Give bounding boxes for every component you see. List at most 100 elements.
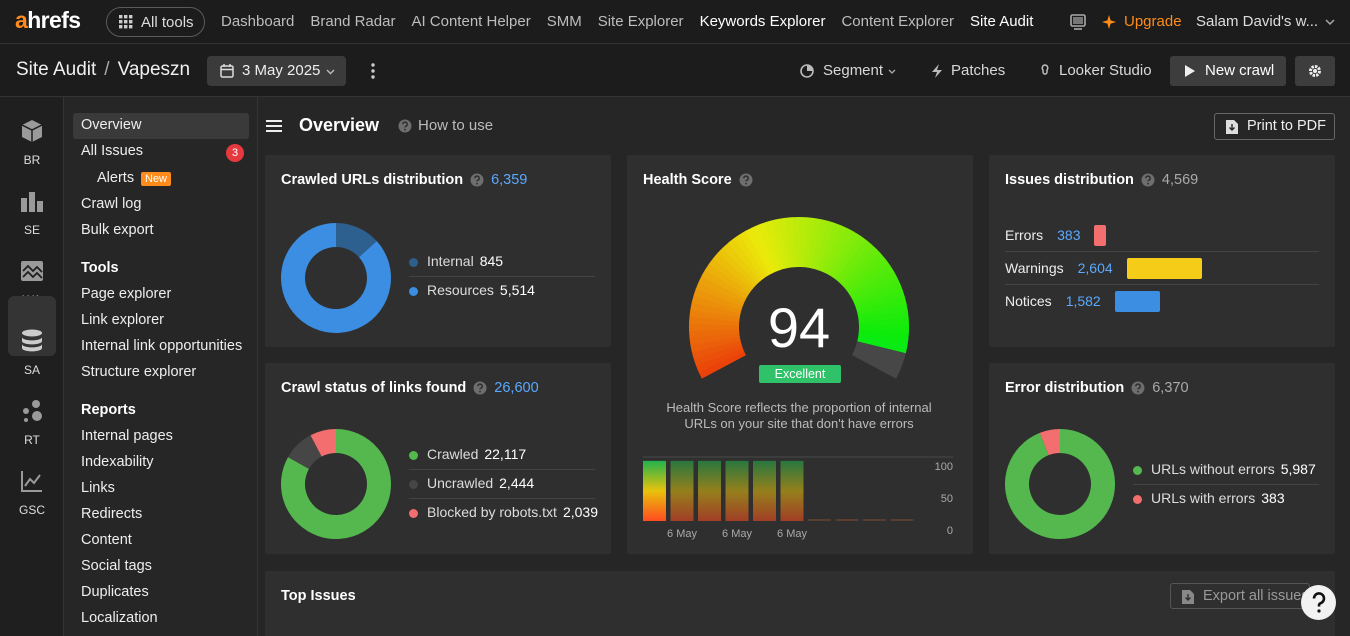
nav-link[interactable]: Site Explorer	[597, 13, 684, 30]
legend-label: Blocked by robots.txt	[427, 504, 557, 520]
legend-label: Uncrawled	[427, 475, 494, 491]
card-total[interactable]: 6,370	[1152, 380, 1189, 396]
nav-link[interactable]: Content Explorer	[841, 13, 955, 30]
gauge-arc-piece	[810, 219, 829, 270]
sidebar-item[interactable]: Internal pages	[81, 428, 173, 444]
sidebar-item[interactable]: Bulk export	[81, 222, 154, 238]
sidebar-item[interactable]: Internal link opportunities	[81, 338, 243, 354]
new-badge: New	[141, 172, 172, 186]
sidebar-item[interactable]: Page explorer	[81, 286, 172, 302]
sidebar-item[interactable]: Links	[81, 480, 115, 496]
donut-segment	[288, 435, 323, 470]
date-picker[interactable]: 3 May 2025	[207, 56, 346, 86]
card-total[interactable]: 4,569	[1161, 172, 1199, 188]
header-action[interactable]: Looker Studio	[1059, 62, 1152, 79]
account-menu[interactable]: Salam David's w...	[1196, 13, 1319, 30]
sidebar-item[interactable]: Content	[81, 532, 132, 548]
sidebar-item[interactable]: Redirects	[81, 506, 143, 522]
nav-link[interactable]: Site Audit	[970, 13, 1034, 30]
gauge	[689, 217, 910, 379]
chevron	[888, 69, 896, 74]
upgrade-link[interactable]: Upgrade	[1124, 13, 1182, 30]
help-icon-part	[402, 121, 408, 128]
issue-bar	[1126, 257, 1202, 279]
legend-value: 2,039	[562, 504, 598, 520]
gauge-arc-piece	[751, 224, 778, 273]
help-icon-part	[744, 182, 747, 185]
legend-separator	[1133, 484, 1319, 485]
issue-value[interactable]: 2,604	[1077, 260, 1113, 276]
export-button[interactable]: Export all issues	[1170, 583, 1310, 609]
gauge-arc-piece	[698, 351, 747, 379]
card-total[interactable]: 6,359	[491, 172, 528, 188]
help-icon	[739, 173, 753, 187]
nav-link[interactable]: Keywords Explorer	[699, 13, 826, 30]
calendar-icon	[220, 64, 234, 78]
nav-link[interactable]: Brand Radar	[310, 13, 396, 30]
rail-icon	[21, 261, 43, 281]
card-total[interactable]: 26,600	[494, 380, 539, 396]
chevron	[326, 69, 335, 75]
how-to-use-link[interactable]: How to use	[418, 117, 494, 134]
issue-value[interactable]: 1,582	[1065, 293, 1101, 309]
history-bar	[698, 460, 721, 521]
x-tick-label: 6 May	[722, 528, 752, 540]
rail-label[interactable]: RT	[24, 433, 40, 447]
header-action[interactable]: Patches	[951, 62, 1006, 79]
rail-icon-part	[22, 329, 42, 337]
help-wrap	[1131, 381, 1145, 395]
sidebar-item[interactable]: All Issues	[81, 143, 144, 159]
rail-label[interactable]: SA	[23, 363, 40, 377]
sidebar-item[interactable]: Indexability	[81, 454, 154, 470]
legend-dot	[409, 509, 418, 518]
sidebar-selected	[73, 113, 249, 139]
breadcrumb-project[interactable]: Site Audit	[16, 59, 97, 80]
logo[interactable]: ahrefs	[15, 7, 81, 33]
rail-icon-part	[22, 264, 43, 279]
header-action[interactable]: Segment	[823, 62, 884, 79]
rail-label[interactable]: BR	[23, 153, 41, 167]
gauge-arc-piece	[722, 242, 761, 285]
nav-link[interactable]: AI Content Helper	[411, 13, 531, 30]
help-wrap	[473, 381, 487, 395]
sidebar-item[interactable]: Duplicates	[81, 584, 149, 600]
gear-icon	[1309, 65, 1321, 77]
sidebar-item[interactable]: Overview	[81, 117, 142, 133]
card-title: Crawled URLs distribution	[281, 172, 464, 188]
history-bar	[835, 519, 859, 521]
print-button[interactable]: Print to PDF	[1214, 113, 1335, 140]
gauge-remainder-arc	[851, 340, 906, 379]
rail-label[interactable]: GSC	[18, 503, 45, 517]
sidebar-item[interactable]: Localization	[81, 610, 158, 626]
help-button[interactable]	[1301, 585, 1336, 620]
sidebar-item[interactable]: Alerts	[97, 170, 135, 186]
legend-label: Resources	[427, 282, 494, 298]
gauge-arc-piece	[806, 217, 822, 269]
gauge-arc-piece	[785, 217, 797, 268]
issue-row: Errors 383	[1005, 224, 1106, 246]
all-tools-button[interactable]: All tools	[106, 7, 205, 37]
chevron	[1325, 19, 1335, 26]
settings-button[interactable]	[1295, 56, 1335, 86]
help-icon	[1131, 381, 1145, 395]
menu-icon-part	[266, 120, 282, 132]
history-bar	[643, 460, 666, 521]
sidebar-item[interactable]: Structure explorer	[81, 364, 197, 380]
issue-count-badge: 3	[226, 144, 244, 162]
nav-link[interactable]: SMM	[546, 13, 582, 30]
issue-value[interactable]: 383	[1057, 227, 1081, 243]
health-description: Health Score reflects the proportion of …	[666, 400, 932, 415]
breadcrumb-site[interactable]: Vapeszn	[117, 59, 191, 80]
donut-segment	[1039, 429, 1061, 456]
legend-value: 383	[1261, 490, 1285, 506]
more-icon-part	[371, 75, 375, 79]
legend-label: Crawled	[427, 446, 479, 462]
sidebar-item[interactable]: Link explorer	[81, 312, 165, 328]
nav-link[interactable]: Dashboard	[221, 13, 295, 30]
new-crawl-button[interactable]: New crawl	[1170, 56, 1286, 86]
help-icon-part	[1137, 390, 1140, 393]
sidebar-item[interactable]: Crawl log	[81, 196, 142, 212]
sidebar-item[interactable]: Social tags	[81, 558, 152, 574]
x-tick-label: 6 May	[667, 528, 697, 540]
rail-label[interactable]: SE	[23, 223, 40, 237]
